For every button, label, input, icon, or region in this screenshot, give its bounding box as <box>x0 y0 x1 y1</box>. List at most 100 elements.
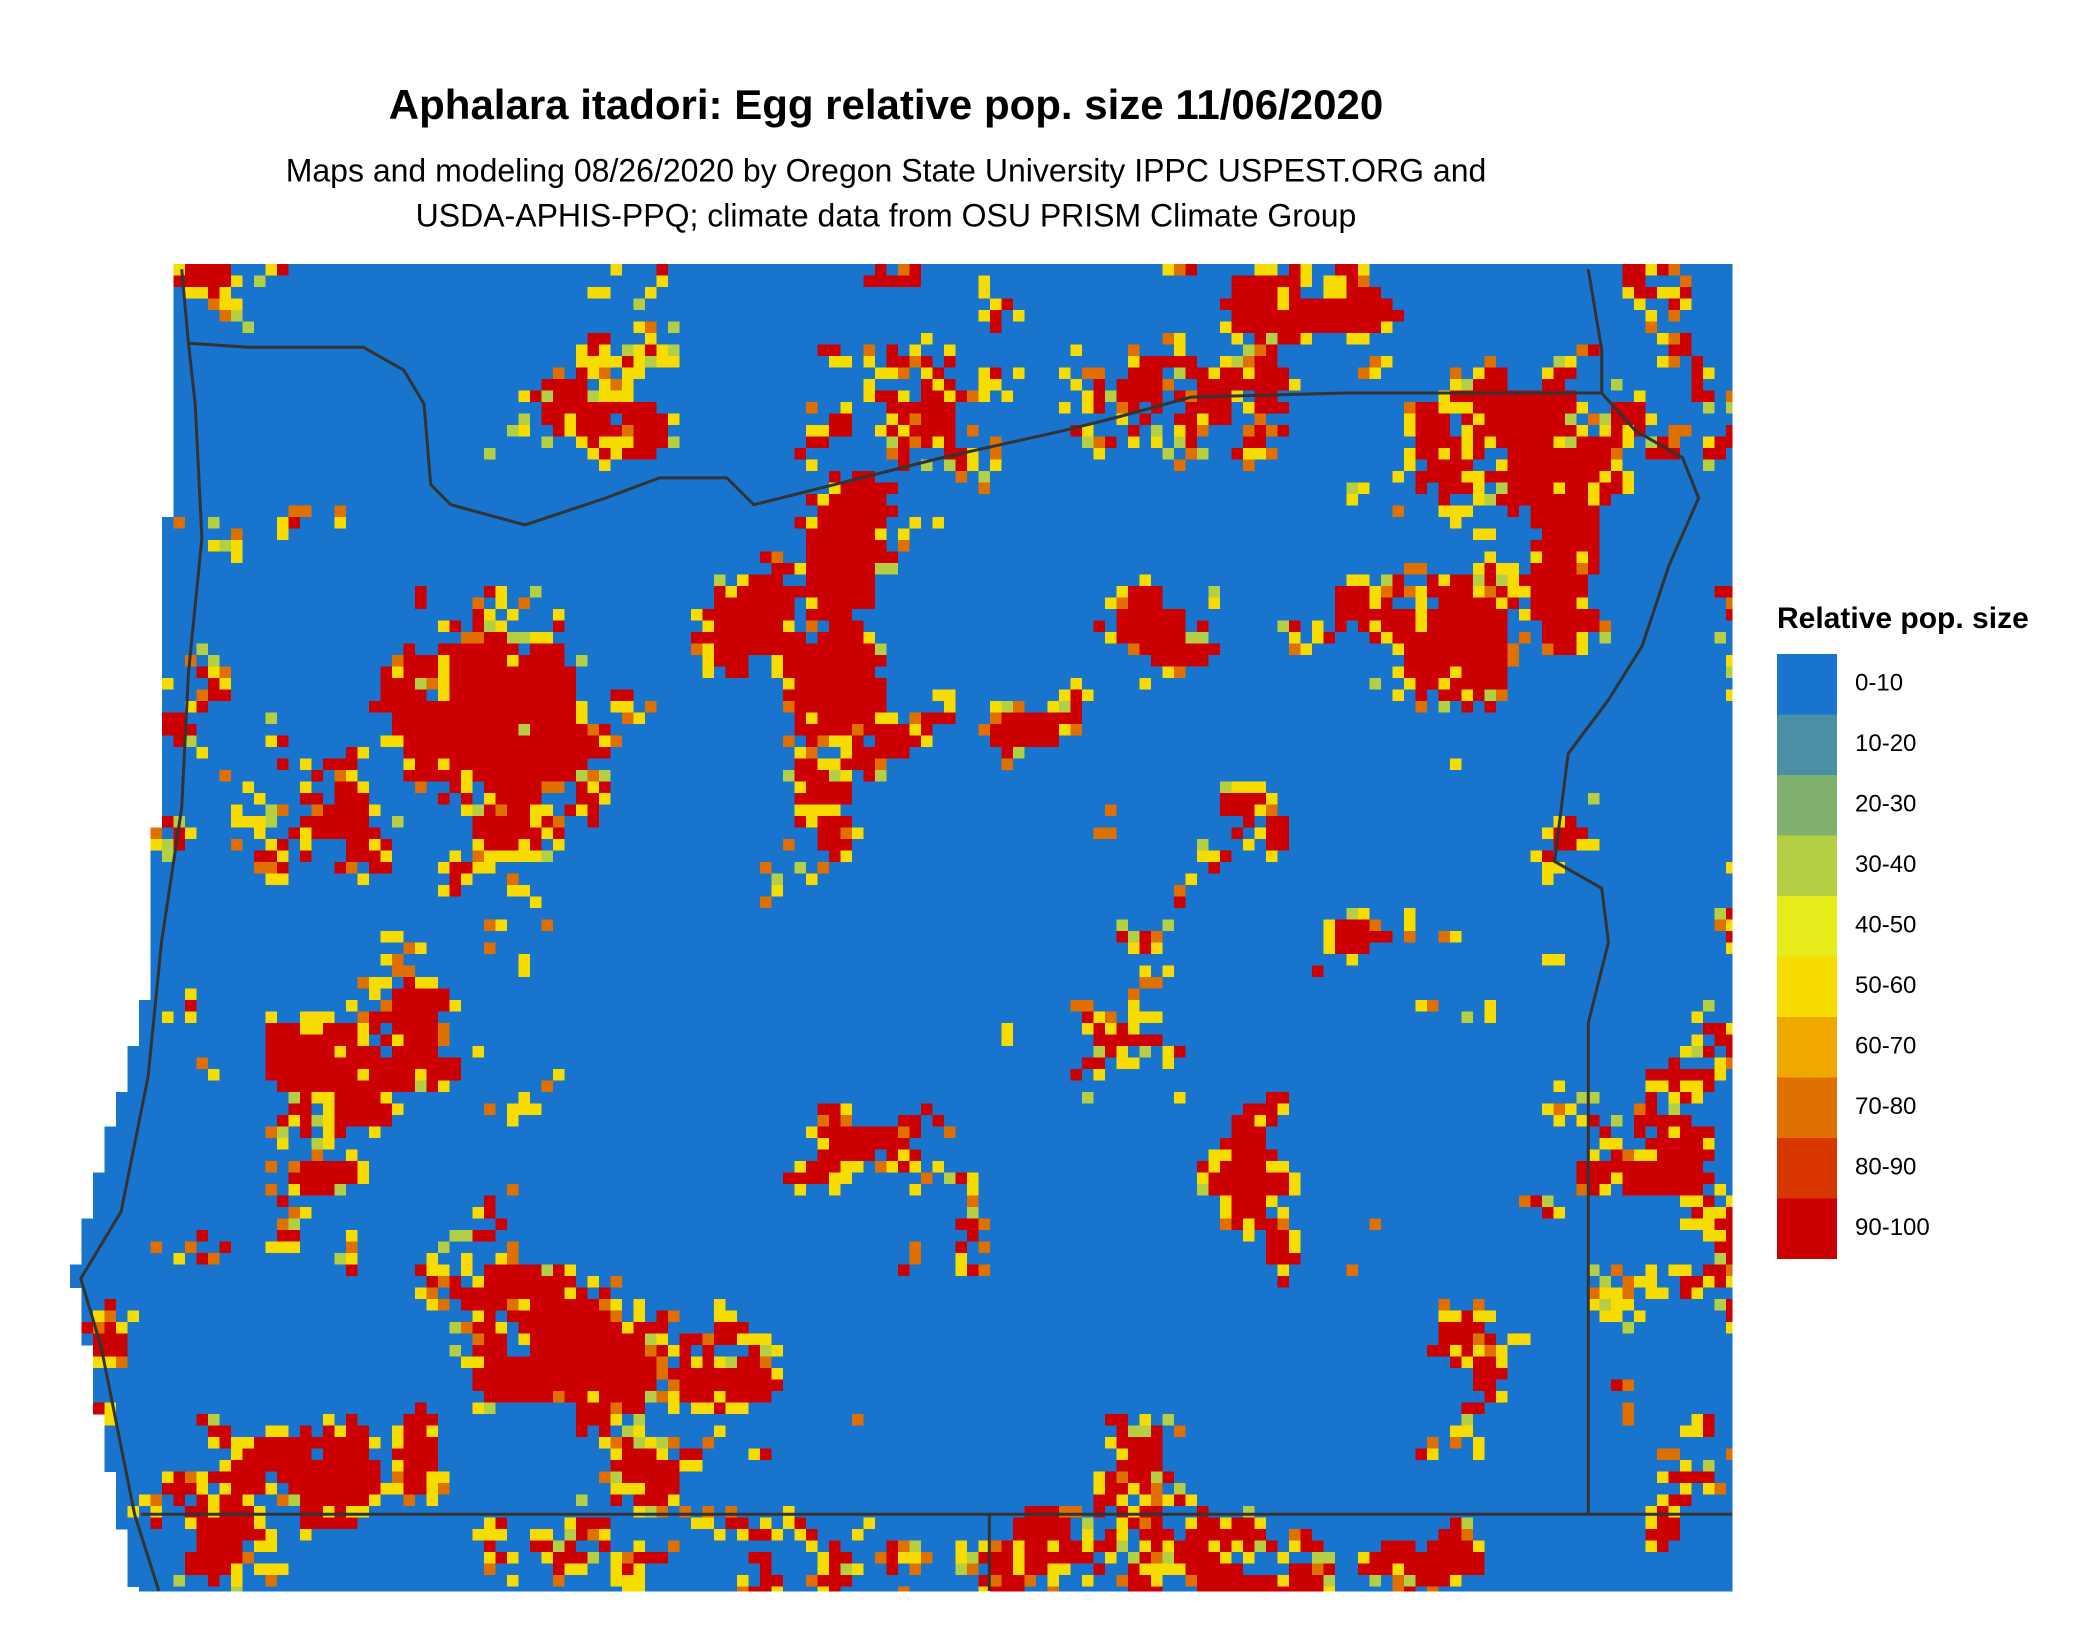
raster-cell <box>254 862 278 874</box>
raster-cell <box>518 724 531 736</box>
raster-cell <box>645 1310 657 1323</box>
raster-cell <box>1542 528 1600 541</box>
raster-cell <box>346 862 358 874</box>
raster-cell <box>162 701 186 713</box>
raster-cell <box>311 505 335 518</box>
raster-cell <box>645 298 991 311</box>
raster-cell <box>1461 367 1474 380</box>
raster-cell <box>208 1057 266 1070</box>
raster-cell <box>288 1138 312 1150</box>
raster-cell <box>679 1379 784 1392</box>
raster-cell <box>1162 1448 1416 1461</box>
raster-cell <box>265 827 289 840</box>
legend-label: 60-70 <box>1855 1032 1916 1059</box>
raster-cell <box>1070 689 1083 702</box>
raster-cell <box>1519 1195 1531 1208</box>
raster-cell <box>576 666 703 679</box>
raster-cell <box>1703 1046 1715 1058</box>
raster-cell <box>357 1414 404 1426</box>
raster-cell <box>300 1506 324 1518</box>
raster-cell <box>1105 436 1117 449</box>
raster-cell <box>541 816 554 828</box>
raster-cell <box>1703 1287 1733 1300</box>
raster-cell <box>1680 1529 1733 1541</box>
raster-cell <box>1657 333 1669 345</box>
raster-cell <box>564 1575 611 1587</box>
raster-cell <box>1116 1506 1129 1518</box>
raster-cell <box>104 1425 209 1438</box>
raster-cell <box>610 1287 1589 1300</box>
raster-cell <box>633 356 646 368</box>
raster-cell <box>196 747 209 759</box>
raster-cell <box>1139 1057 1163 1070</box>
raster-cell <box>886 436 899 449</box>
raster-cell <box>1335 1563 1359 1576</box>
raster-cell <box>886 356 910 368</box>
raster-cell <box>1266 344 1278 357</box>
raster-cell <box>541 781 565 794</box>
raster-cell <box>633 701 646 713</box>
raster-cell <box>576 655 588 667</box>
raster-cell <box>173 482 830 495</box>
raster-cell <box>1634 1149 1658 1162</box>
raster-cell <box>415 1069 427 1081</box>
raster-cell <box>231 678 381 690</box>
raster-cell <box>1415 908 1715 920</box>
raster-cell <box>898 528 910 541</box>
raster-cell <box>1565 1103 1577 1116</box>
raster-cell <box>380 954 393 966</box>
raster-cell <box>725 1529 738 1541</box>
raster-cell <box>507 1322 519 1334</box>
raster-cell <box>1415 1540 1428 1553</box>
raster-cell <box>875 735 922 748</box>
raster-cell <box>93 1402 105 1415</box>
raster-cell <box>277 1483 289 1495</box>
raster-cell <box>1703 1230 1727 1242</box>
raster-cell <box>1093 1552 1106 1564</box>
raster-cell <box>541 390 554 403</box>
raster-cell <box>507 632 531 644</box>
raster-cell <box>1484 1563 1733 1576</box>
raster-cell <box>1266 816 1290 828</box>
raster-cell <box>1714 1126 1733 1139</box>
raster-cell <box>1599 494 1612 506</box>
raster-cell <box>806 747 818 759</box>
raster-cell <box>357 1023 370 1035</box>
raster-cell <box>265 1483 278 1495</box>
raster-cell <box>518 1115 818 1127</box>
raster-cell <box>495 448 588 460</box>
raster-cell <box>1461 758 1733 771</box>
raster-cell <box>426 586 485 598</box>
raster-cell <box>472 1322 496 1334</box>
raster-cell <box>564 655 577 667</box>
raster-cell <box>162 689 197 702</box>
raster-cell <box>944 517 1451 529</box>
raster-cell <box>1174 896 1186 909</box>
raster-cell <box>909 264 922 276</box>
raster-cell <box>932 1552 956 1564</box>
raster-cell <box>1323 632 1336 644</box>
raster-cell <box>1576 1161 1704 1173</box>
raster-cell <box>599 816 795 828</box>
raster-cell <box>1438 1000 1485 1012</box>
raster-cell <box>1703 1414 1715 1426</box>
raster-cell <box>1473 1345 1485 1357</box>
raster-cell <box>277 1575 508 1587</box>
raster-cell <box>1381 1540 1416 1553</box>
raster-cell <box>622 1448 657 1461</box>
raster-cell <box>369 1437 381 1449</box>
raster-cell <box>852 827 864 840</box>
raster-cell <box>495 609 508 621</box>
legend-label: 10-20 <box>1855 730 1916 757</box>
raster-cell <box>403 1494 416 1507</box>
raster-cell <box>1151 436 1163 449</box>
raster-cell <box>1128 356 1140 368</box>
raster-cell <box>852 413 887 426</box>
raster-cell <box>484 781 542 794</box>
raster-cell <box>449 862 473 874</box>
raster-cell <box>1220 1161 1267 1173</box>
raster-cell <box>898 448 910 460</box>
raster-cell <box>794 1517 807 1530</box>
raster-cell <box>1599 1126 1612 1139</box>
raster-cell <box>852 402 887 414</box>
